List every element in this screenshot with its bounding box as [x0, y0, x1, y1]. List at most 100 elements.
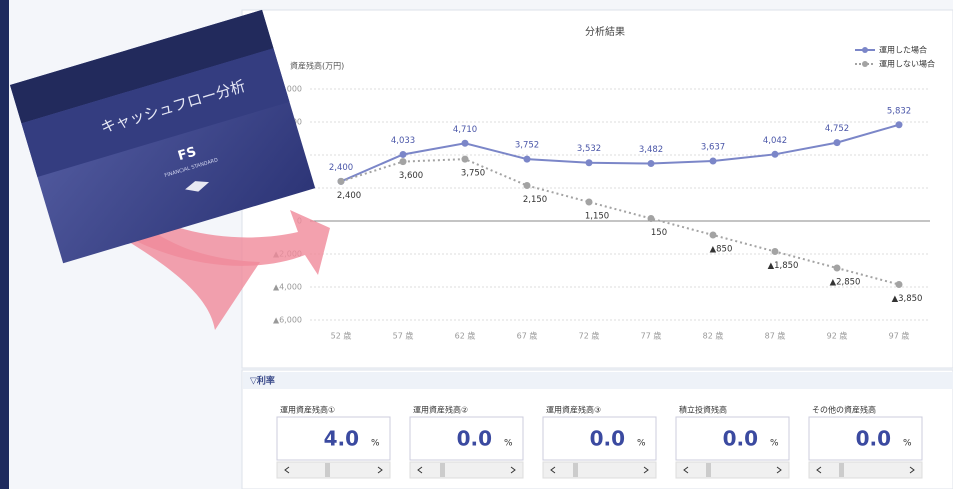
section-header: [243, 372, 953, 389]
slider-left[interactable]: [683, 466, 689, 474]
point: [461, 139, 469, 147]
rate-box[interactable]: [409, 416, 524, 461]
booklet-title-band: [21, 48, 290, 177]
x-tick-label: 57 歳: [393, 331, 414, 341]
rate-box[interactable]: [675, 416, 790, 461]
rate-label: 運用資産残高②: [413, 405, 468, 415]
slider-thumb[interactable]: [839, 463, 844, 477]
slider-right[interactable]: [776, 466, 782, 474]
point: [399, 158, 407, 166]
point: [771, 150, 779, 158]
point: [771, 248, 779, 256]
y-tick-label: 8,000: [279, 85, 302, 94]
point: [523, 182, 531, 190]
legend-label: 運用しない場合: [879, 59, 935, 69]
x-tick-label: 52 歳: [331, 331, 352, 341]
x-tick-label: 77 歳: [641, 331, 662, 341]
section-title: ▽利率: [250, 375, 275, 387]
rate-box[interactable]: [808, 416, 923, 461]
data-label: ▲2,850: [830, 278, 861, 288]
slider[interactable]: [675, 461, 790, 479]
point: [647, 215, 655, 223]
point: [833, 264, 841, 272]
data-label: ▲1,850: [768, 261, 799, 271]
slider-right[interactable]: [909, 466, 915, 474]
data-label: 3,752: [515, 141, 539, 151]
rate-inputs: 運用資産残高① 4.0 % 運用資産残高② 0.0 % 運用資産残高③ 0.0 % 積立投資残高 0…: [276, 405, 923, 479]
slider[interactable]: [808, 461, 923, 479]
rate-unit: %: [371, 439, 380, 449]
point: [399, 150, 407, 158]
y-tick-label: ▲6,000: [273, 316, 302, 325]
point: [709, 231, 717, 239]
rate-label: 運用資産残高③: [546, 405, 601, 415]
data-label: 5,832: [887, 106, 911, 116]
slider-thumb[interactable]: [325, 463, 330, 477]
rate-value: 0.0: [457, 427, 492, 451]
x-tick-label: 87 歳: [765, 331, 786, 341]
slider-thumb[interactable]: [706, 463, 711, 477]
rate-box[interactable]: [276, 416, 391, 461]
data-label: 3,600: [399, 171, 423, 181]
rate-unit: %: [903, 439, 912, 449]
point: [647, 160, 655, 168]
data-label: 3,532: [577, 144, 601, 154]
slider-right[interactable]: [510, 466, 516, 474]
rate-unit: %: [504, 439, 513, 449]
slider-right[interactable]: [643, 466, 649, 474]
x-tick-label: 97 歳: [889, 331, 910, 341]
slider-left[interactable]: [284, 466, 290, 474]
rate-value: 0.0: [590, 427, 625, 451]
series-line: [340, 158, 900, 286]
x-tick-label: 62 歳: [455, 331, 476, 341]
data-label: 2,400: [337, 191, 361, 201]
chart-title: 分析結果: [585, 25, 625, 38]
legend-marker: [862, 47, 868, 53]
slider-thumb[interactable]: [440, 463, 445, 477]
x-tick-label: 82 歳: [703, 331, 724, 341]
rate-label: その他の資産残高: [812, 405, 876, 415]
point: [523, 155, 531, 163]
point: [461, 155, 469, 163]
chart: 分析結果資産残高(万円)▲6,000▲4,000▲2,00002,0004,00…: [273, 25, 935, 341]
booklet: キャッシュフロー分析 FS FINANCIAL STANDARD: [10, 9, 316, 264]
rate-value: 0.0: [723, 427, 758, 451]
slider-right[interactable]: [377, 466, 383, 474]
point: [337, 177, 345, 185]
rate-unit: %: [770, 439, 779, 449]
y-axis-label: 資産残高(万円): [290, 61, 344, 71]
data-label: 4,752: [825, 124, 849, 134]
slider-left[interactable]: [550, 466, 556, 474]
slider[interactable]: [276, 461, 391, 479]
booklet-band: [10, 9, 274, 124]
data-label: 4,042: [763, 136, 787, 146]
data-label: 3,637: [701, 142, 725, 152]
x-tick-label: 92 歳: [827, 331, 848, 341]
rate-box[interactable]: [542, 416, 657, 461]
point: [895, 121, 903, 129]
rate-value: 0.0: [856, 427, 891, 451]
rate-label: 運用資産残高①: [280, 405, 335, 415]
x-tick-label: 72 歳: [579, 331, 600, 341]
left-strip: [0, 0, 9, 489]
slider-left[interactable]: [816, 466, 822, 474]
y-tick-label: ▲4,000: [273, 283, 302, 292]
slider-thumb[interactable]: [573, 463, 578, 477]
point: [585, 198, 593, 206]
point: [833, 139, 841, 147]
booklet-icon: [185, 181, 210, 192]
slider[interactable]: [542, 461, 657, 479]
booklet-logo: FS: [176, 144, 198, 164]
data-label: 4,033: [391, 136, 415, 146]
rate-unit: %: [637, 439, 646, 449]
slider-left[interactable]: [417, 466, 423, 474]
data-label: 3,482: [639, 145, 663, 155]
data-label: ▲850: [710, 245, 733, 255]
slider[interactable]: [409, 461, 524, 479]
point: [709, 157, 717, 165]
rate-value: 4.0: [324, 427, 359, 451]
series-line: [340, 123, 900, 183]
x-tick-label: 67 歳: [517, 331, 538, 341]
